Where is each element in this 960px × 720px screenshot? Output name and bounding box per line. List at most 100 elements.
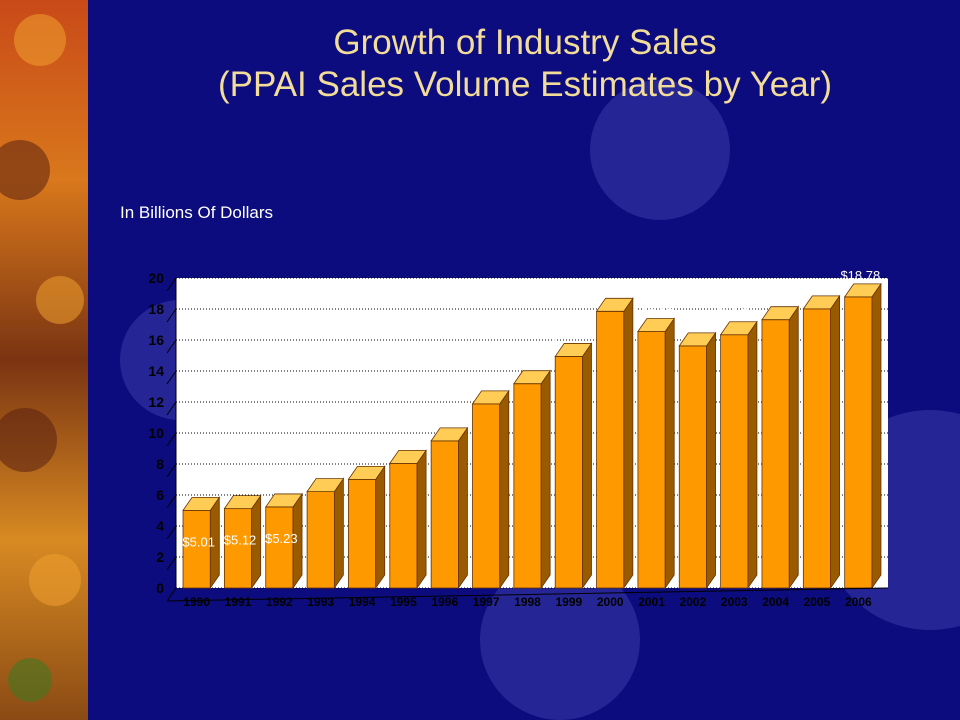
bar-front <box>223 508 253 589</box>
y-tick-label: 20 <box>148 270 164 286</box>
data-label: $17.31 <box>758 291 798 306</box>
y-tick-label: 10 <box>148 425 164 441</box>
y-tick-label: 0 <box>156 580 164 596</box>
bar-top <box>554 343 593 357</box>
y-tick-label: 12 <box>148 394 164 410</box>
data-label: $8.04 <box>389 434 422 449</box>
bar-side <box>499 389 510 590</box>
data-label: $6.22 <box>306 463 339 478</box>
gridline-depth <box>166 494 177 509</box>
bar-front <box>678 345 707 589</box>
gridline-depth <box>166 370 177 385</box>
x-tick-label: 2001 <box>638 595 665 609</box>
data-label: $5.01 <box>182 534 215 549</box>
bar <box>306 477 345 590</box>
bar-top <box>430 427 469 442</box>
bar-top <box>637 318 675 332</box>
gridline-depth <box>166 463 177 478</box>
bar-top <box>678 332 717 347</box>
bar-front <box>761 319 790 589</box>
bar-side <box>458 426 468 590</box>
data-label: $18.78 <box>840 268 880 283</box>
bar-top <box>595 297 634 312</box>
x-tick-label: 2004 <box>762 595 789 609</box>
bar-front <box>596 310 625 589</box>
y-axis-unit-label: In Billions Of Dollars <box>120 203 274 222</box>
bar-top <box>719 321 758 336</box>
y-tick-label: 14 <box>148 363 164 379</box>
bar <box>471 389 510 590</box>
bar-side <box>375 465 386 590</box>
slide-title: Growth of Industry Sales (PPAI Sales Vol… <box>90 22 960 106</box>
bar <box>802 294 841 590</box>
bar <box>761 305 800 590</box>
data-label: $18.01 <box>799 280 839 295</box>
bar-front <box>720 334 749 589</box>
data-label: $15.62 <box>675 317 715 332</box>
bar-side <box>623 297 634 590</box>
data-label: $11.88 <box>469 375 508 390</box>
bar-top <box>389 449 427 464</box>
gridline-depth <box>166 308 177 323</box>
data-label: $16.34 <box>716 306 756 321</box>
x-tick-label: 2002 <box>680 595 707 609</box>
bar <box>595 297 634 590</box>
bar-front <box>637 331 666 589</box>
y-tick-label: 2 <box>156 549 164 565</box>
data-label: $17.85 <box>592 282 632 297</box>
gridlines <box>166 277 888 602</box>
x-tick-label: 1990 <box>183 595 210 609</box>
gridline-depth <box>166 587 177 602</box>
bar-side <box>706 331 716 590</box>
bar <box>264 492 303 590</box>
bar-top <box>513 370 551 385</box>
bar-top <box>223 495 262 510</box>
bar-side <box>871 282 882 590</box>
y-axis-ticks: 0 2 4 6 8 10 12 14 16 18 20 <box>148 270 164 596</box>
gridline-depth <box>166 556 177 571</box>
x-tick-label: 2005 <box>804 595 831 609</box>
x-tick-label: 1993 <box>307 595 334 609</box>
x-tick-label: 1995 <box>390 595 417 609</box>
bar <box>430 426 469 590</box>
y-tick-label: 18 <box>148 301 164 317</box>
slide-title-line-2: (PPAI Sales Volume Estimates by Year) <box>217 65 833 104</box>
bar-side <box>540 369 551 590</box>
y-tick-label: 16 <box>148 332 164 348</box>
bar-front <box>513 383 542 589</box>
bar-top <box>843 283 882 298</box>
decorative-strip-gears <box>0 14 84 702</box>
x-tick-label: 1992 <box>266 595 293 609</box>
bar-side <box>664 317 675 590</box>
bar-top <box>802 295 841 310</box>
bar-side <box>582 342 592 590</box>
data-label: $16.55 <box>634 302 674 317</box>
data-label: $5.12 <box>224 533 257 548</box>
bar-front <box>472 403 501 589</box>
x-tick-label: 2003 <box>721 595 748 609</box>
gridline-depth <box>166 525 177 540</box>
bar <box>637 317 675 590</box>
data-label: $14.94 <box>551 327 591 342</box>
y-tick-label: 4 <box>156 518 164 534</box>
x-tick-label: 2006 <box>845 595 872 609</box>
bar-top <box>471 390 510 405</box>
slide-title-line-1: Growth of Industry Sales <box>333 23 717 62</box>
gridline-depth <box>166 432 177 447</box>
x-tick-label: 1991 <box>225 595 252 609</box>
bar-top <box>306 478 345 492</box>
bar-side <box>830 294 841 590</box>
bar-side <box>747 320 758 590</box>
x-tick-label: 1994 <box>349 595 376 609</box>
data-label: $5.23 <box>265 531 298 546</box>
x-tick-label: 1997 <box>473 595 500 609</box>
x-tick-label: 1998 <box>514 595 541 609</box>
data-labels: $5.01 $5.12 $5.23 $6.22 $7.01 $8.04 $9.49 $11.8… <box>182 268 880 549</box>
y-tick-label: 6 <box>156 487 164 503</box>
x-tick-label: 2000 <box>597 595 624 609</box>
bar <box>719 320 758 590</box>
gridline-depth <box>166 339 177 354</box>
bar <box>554 342 593 590</box>
bar-top <box>182 496 221 511</box>
